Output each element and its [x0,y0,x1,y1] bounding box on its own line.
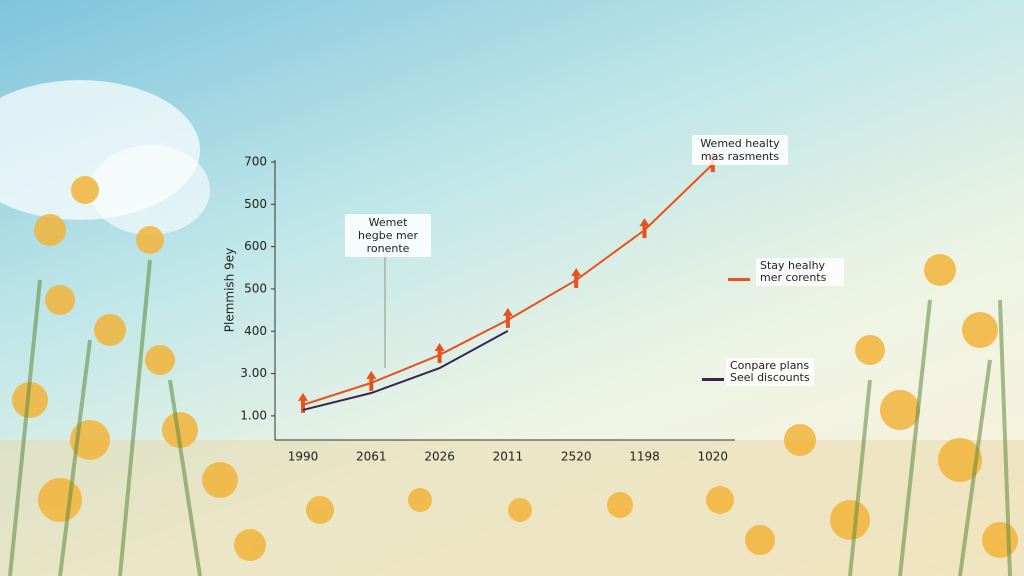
series-line [302,329,509,411]
y-tick-label: 400 [244,324,267,338]
arrow-marker [639,218,650,239]
y-axis-label: Plemmish 9ey [223,248,237,332]
arrow-marker [366,370,377,391]
x-tick-label: 2061 [356,450,387,464]
arrow-marker [502,307,513,328]
legend-swatch [702,378,724,381]
x-tick-label: 1990 [288,450,319,464]
x-tick-label: 1198 [629,450,660,464]
annotation: Wemet hegbe mer ronente [345,214,431,257]
y-tick-label: 500 [244,197,267,211]
x-tick-label: 1020 [698,450,729,464]
x-tick-label: 2520 [561,450,592,464]
annotation: Wemed healty mas rasments [692,135,788,165]
y-tick-label: 1.00 [240,408,267,422]
y-tick-label: 3.00 [240,366,267,380]
y-tick-label: 600 [244,239,267,253]
arrow-marker [434,342,445,363]
x-tick-label: 2026 [424,450,455,464]
legend-label: Stay healhy mer corents [756,258,844,286]
x-tick-label: 2011 [493,450,524,464]
legend-swatch [728,278,750,281]
arrow-marker [571,268,582,289]
arrow-marker [298,392,308,413]
y-tick-label: 500 [244,281,267,295]
series-line [302,163,714,406]
y-tick-label: 700 [244,155,267,169]
legend-label: Conpare plans Seel discounts [726,358,814,386]
